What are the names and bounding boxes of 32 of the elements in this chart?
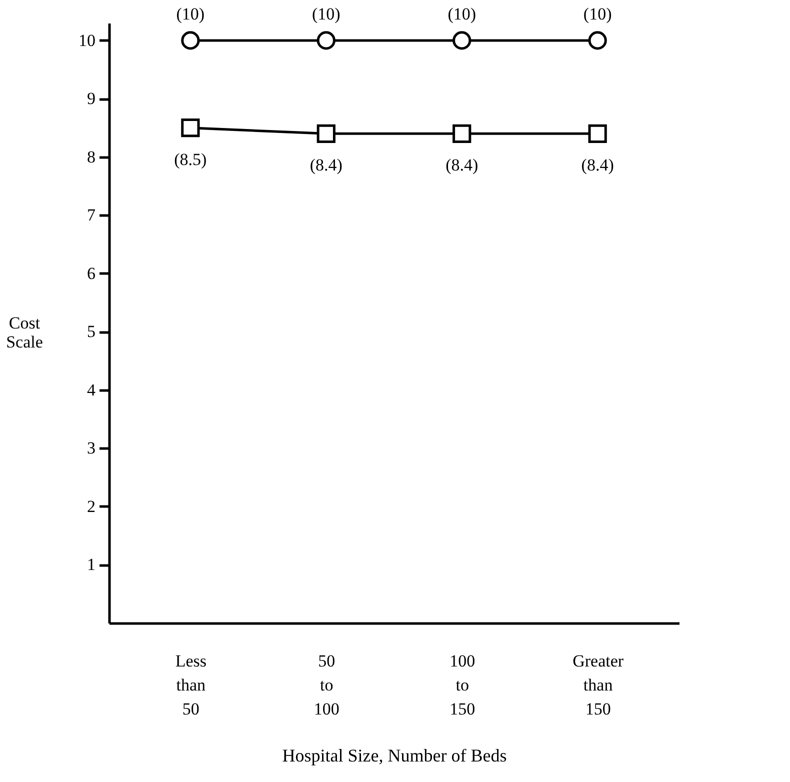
point	[452, 124, 472, 143]
y-tick-label: 8	[87, 147, 96, 166]
data-label: (10)	[176, 4, 205, 24]
point	[588, 124, 607, 143]
data-label: (8.5)	[174, 150, 207, 169]
point	[588, 31, 607, 50]
data-label: (8.4)	[310, 156, 342, 175]
y-tick-label: 6	[87, 264, 96, 283]
y-tick-label: 3	[87, 438, 96, 458]
y-tick-label: 2	[87, 496, 96, 516]
y-tick-label: 1	[87, 555, 96, 574]
x-tick-label: 50 to 100	[314, 652, 340, 718]
data-label: (10)	[583, 4, 612, 24]
point	[316, 124, 336, 143]
y-tick-label: 7	[87, 206, 96, 225]
data-label: (10)	[312, 4, 340, 24]
y-tick-label: 5	[87, 322, 96, 342]
x-tick-label: Less than 50	[175, 652, 207, 718]
y-tick-label: 10	[78, 30, 96, 50]
point	[452, 31, 472, 50]
data-label: (8.4)	[581, 156, 614, 175]
y-tick-label: 4	[87, 380, 96, 400]
point	[181, 31, 200, 50]
x-axis-title: Hospital Size, Number of Beds	[282, 746, 507, 766]
point	[316, 31, 336, 50]
data-label: (8.4)	[446, 156, 478, 175]
y-tick-label: 9	[87, 89, 96, 108]
x-tick-label: Greater than 150	[572, 652, 624, 718]
data-label: (10)	[448, 4, 476, 24]
y-axis-title: Cost Scale	[6, 314, 43, 352]
point	[181, 118, 200, 138]
x-tick-label: 100 to 150	[450, 652, 476, 718]
